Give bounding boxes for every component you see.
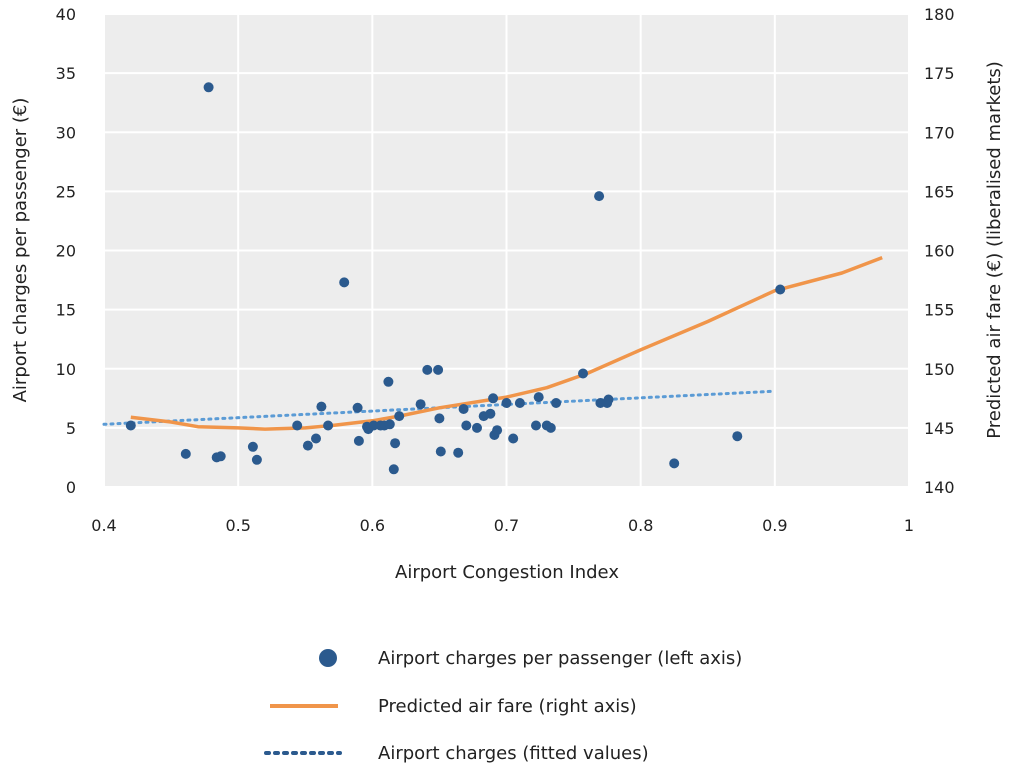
right-tick-label: 160: [924, 242, 955, 261]
scatter-point: [435, 446, 446, 457]
scatter-point: [453, 447, 464, 458]
series-layer: [102, 82, 883, 475]
scatter-point: [485, 408, 496, 419]
left-tick-label: 30: [56, 123, 76, 142]
scatter-point: [353, 435, 364, 446]
legend: Airport charges per passenger (left axis…: [264, 648, 742, 764]
scatter-point: [384, 419, 395, 430]
scatter-point: [352, 402, 363, 413]
scatter-point: [594, 191, 605, 202]
scatter-point: [434, 413, 445, 424]
scatter-point: [578, 368, 588, 379]
right-tick-label: 155: [924, 301, 955, 320]
scatter-point: [215, 451, 226, 462]
left-tick-label: 20: [56, 242, 76, 261]
scatter-point: [383, 376, 394, 387]
scatter-point: [302, 440, 313, 451]
legend-label-fare: Predicted air fare (right axis): [378, 696, 637, 717]
x-axis-ticks: 0.4 0.5 0.6 0.7 0.8 0.9 1: [91, 516, 914, 535]
legend-marker-scatter: [319, 649, 337, 667]
scatter-point: [458, 404, 469, 414]
scatter-point: [390, 438, 401, 449]
x-tick-label: 0.4: [91, 516, 116, 535]
scatter-point: [180, 448, 191, 459]
x-tick-label: 0.5: [225, 516, 250, 535]
scatter-point: [433, 364, 444, 375]
left-tick-label: 10: [56, 360, 76, 379]
scatter-point: [323, 420, 334, 431]
left-tick-label: 35: [56, 64, 76, 83]
scatter-point: [422, 364, 433, 375]
left-axis-title: Airport charges per passenger (€): [10, 98, 31, 403]
left-axis-ticks: 0 5 10 15 20 25 30 35 40: [56, 5, 76, 497]
legend-label-fitted: Airport charges (fitted values): [378, 743, 649, 764]
scatter-point: [461, 420, 472, 431]
right-tick-label: 180: [924, 5, 955, 24]
left-tick-label: 15: [56, 301, 76, 320]
scatter-point: [316, 401, 327, 412]
legend-label-scatter: Airport charges per passenger (left axis…: [378, 648, 742, 669]
scatter-point: [125, 420, 136, 431]
right-tick-label: 145: [924, 419, 955, 438]
left-tick-label: 25: [56, 182, 76, 201]
x-tick-label: 0.8: [628, 516, 653, 535]
scatter-point: [339, 277, 350, 288]
scatter-point: [551, 398, 562, 408]
scatter-point: [311, 433, 321, 444]
scatter-point: [492, 425, 503, 436]
x-tick-label: 1: [904, 516, 914, 535]
right-tick-label: 150: [924, 360, 955, 379]
x-axis-title: Airport Congestion Index: [395, 562, 619, 583]
left-tick-label: 0: [66, 478, 76, 497]
x-tick-label: 0.9: [762, 516, 787, 535]
scatter-point: [388, 464, 399, 475]
scatter-point: [488, 393, 499, 404]
scatter-point: [531, 420, 541, 431]
scatter-point: [508, 433, 519, 444]
right-axis-ticks: 140 145 150 155 160 165 170 175 180: [924, 5, 955, 497]
scatter-point: [501, 398, 512, 408]
scatter-point: [732, 431, 743, 442]
scatter-point: [669, 458, 680, 469]
scatter-point: [603, 394, 614, 405]
predicted-fare-line: [130, 255, 883, 431]
x-tick-label: 0.6: [360, 516, 385, 535]
scatter-point: [514, 398, 525, 408]
right-tick-label: 140: [924, 478, 955, 497]
scatter-point: [251, 454, 262, 465]
scatter-point: [472, 422, 482, 433]
scatter-point: [415, 399, 426, 410]
left-tick-label: 5: [66, 419, 76, 438]
right-axis-title: Predicted air fare (€) (liberalised mark…: [984, 61, 1005, 439]
scatter-point: [533, 392, 544, 403]
scatter-point: [292, 420, 303, 431]
scatter-point: [545, 422, 556, 433]
x-tick-label: 0.7: [494, 516, 519, 535]
left-tick-label: 40: [56, 5, 76, 24]
right-tick-label: 165: [924, 182, 955, 201]
right-tick-label: 175: [924, 64, 955, 83]
scatter-point: [394, 411, 405, 422]
right-tick-label: 170: [924, 123, 955, 142]
scatter-point: [775, 284, 786, 295]
scatter-point: [247, 441, 258, 452]
scatter-point: [203, 82, 214, 93]
